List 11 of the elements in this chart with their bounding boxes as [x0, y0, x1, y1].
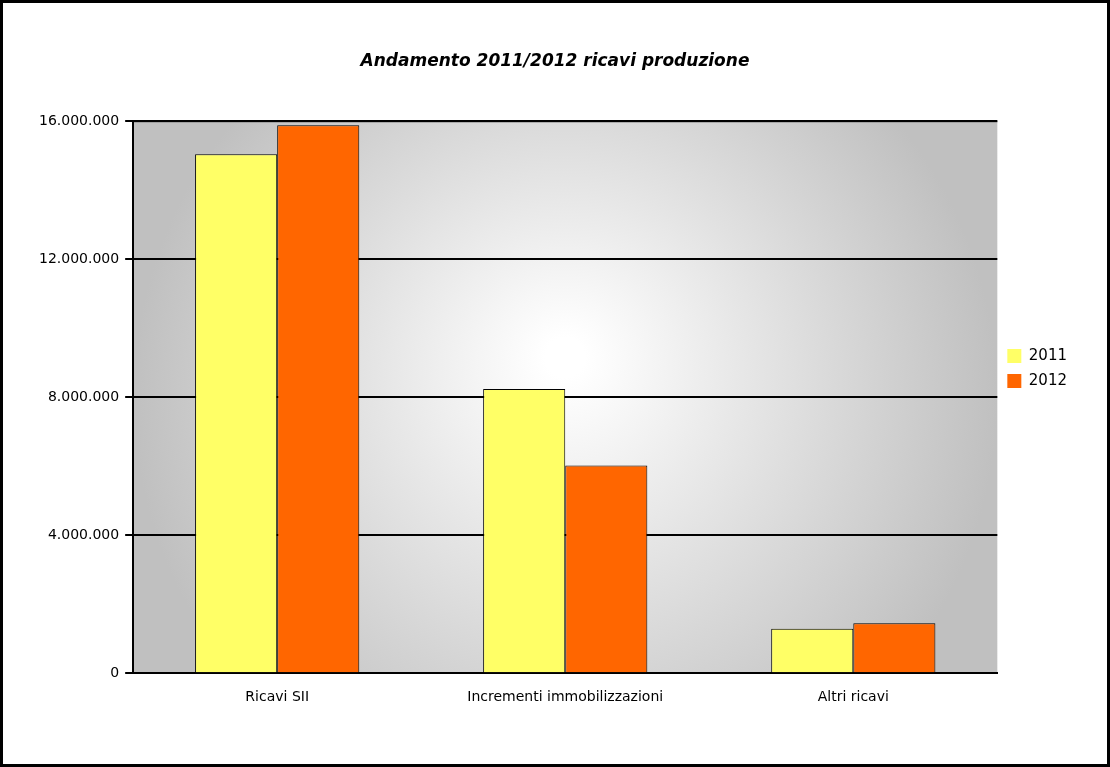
y-tick-label: 0: [110, 663, 120, 680]
y-tick-label: 8.000.000: [47, 387, 120, 404]
legend-label: 2011: [1028, 345, 1068, 364]
legend-label: 2012: [1028, 370, 1068, 389]
x-tick-label: Incrementi immobilizzazioni: [467, 688, 664, 705]
chart-title: Andamento 2011/2012 ricavi produzione: [358, 49, 750, 70]
x-tick-label: Ricavi SII: [245, 688, 310, 705]
y-tick-label: 16.000.000: [38, 112, 120, 129]
x-tick-label: Altri ricavi: [817, 688, 889, 705]
y-tick-label: 12.000.000: [38, 249, 120, 266]
y-tick-label: 4.000.000: [47, 525, 120, 542]
